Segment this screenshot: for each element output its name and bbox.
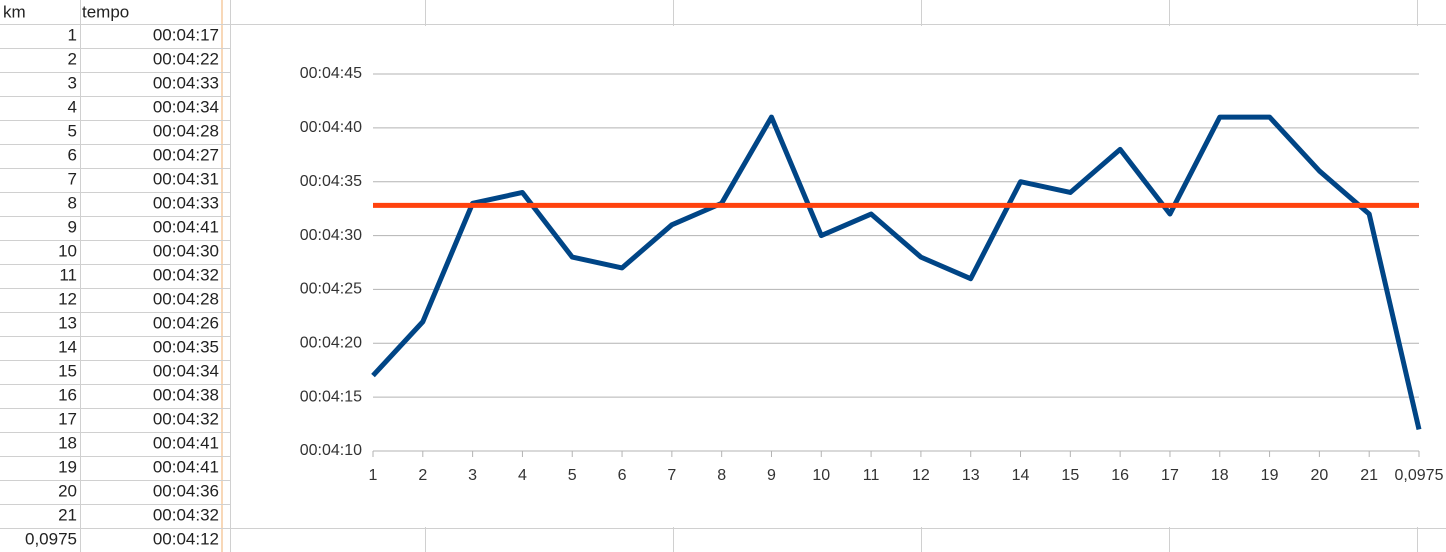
x-tick-label: 11 (863, 467, 880, 484)
cell: 15 (58, 361, 77, 380)
cell: 4 (68, 97, 77, 116)
cell: 6 (68, 145, 77, 164)
chart: 00:04:10 00:04:15 00:04:20 00:04:25 00:04:30… (300, 65, 1444, 484)
x-tick-label: 5 (568, 467, 577, 484)
cell: 00:04:26 (153, 313, 219, 332)
x-tick-label: 7 (667, 467, 676, 484)
cell: 00:04:28 (153, 289, 219, 308)
x-tick-label: 19 (1261, 467, 1279, 484)
cell: 00:04:32 (153, 265, 219, 284)
x-tick-label: 8 (717, 467, 726, 484)
x-tick-label: 9 (767, 467, 776, 484)
cell: 00:04:31 (153, 169, 219, 188)
x-tick-label: 4 (518, 467, 527, 484)
x-tick-label: 6 (618, 467, 627, 484)
cell: 00:04:34 (153, 361, 219, 380)
x-tick-label: 13 (962, 467, 980, 484)
x-tick-label: 10 (812, 467, 830, 484)
y-tick-label: 00:04:40 (300, 119, 362, 136)
cell: 00:04:33 (153, 193, 219, 212)
cell: 20 (58, 481, 77, 500)
chart-area (232, 26, 1446, 527)
x-tick-label: 12 (912, 467, 930, 484)
cell: 13 (58, 313, 77, 332)
cell: 00:04:32 (153, 505, 219, 524)
cell: 00:04:34 (153, 97, 219, 116)
header-cell: km (3, 2, 26, 21)
cell: 18 (58, 433, 77, 452)
cell: 16 (58, 385, 77, 404)
cell: 14 (58, 337, 77, 356)
y-tick-label: 00:04:20 (300, 335, 362, 352)
header-cell: tempo (82, 2, 129, 21)
y-tick-label: 00:04:10 (300, 442, 362, 459)
cell: 5 (68, 121, 77, 140)
y-tick-label: 00:04:45 (300, 65, 362, 82)
series-line (371, 114, 1422, 431)
x-tick-label: 16 (1111, 467, 1129, 484)
x-tick-label: 15 (1061, 467, 1079, 484)
cell: 00:04:17 (153, 25, 219, 44)
table: km tempo 1 00:04:17 2 00:04:22 3 00:04:33 4 00:04… (0, 2, 230, 548)
cell: 9 (68, 217, 77, 236)
x-tick-label: 17 (1161, 467, 1179, 484)
y-tick-label: 00:04:35 (300, 173, 362, 190)
cell: 00:04:12 (153, 529, 219, 548)
x-tick-label: 1 (369, 467, 378, 484)
cell: 00:04:22 (153, 49, 219, 68)
cell: 10 (58, 241, 77, 260)
y-tick-label: 00:04:15 (300, 388, 362, 405)
cell: 00:04:30 (153, 241, 219, 260)
cell: 00:04:35 (153, 337, 219, 356)
cell: 11 (59, 265, 77, 284)
cell: 7 (68, 169, 77, 188)
x-tick-label: 18 (1211, 467, 1229, 484)
cell: 12 (58, 289, 77, 308)
cell: 3 (68, 73, 77, 92)
x-tick-label: 2 (418, 467, 427, 484)
x-tick-label: 0,0975 (1395, 467, 1444, 484)
cell: 00:04:36 (153, 481, 219, 500)
cell: 1 (68, 25, 77, 44)
cell: 00:04:28 (153, 121, 219, 140)
cell: 21 (58, 505, 77, 524)
y-tick-label: 00:04:30 (300, 227, 362, 244)
cell: 8 (68, 193, 77, 212)
x-tick-label: 21 (1360, 467, 1378, 484)
cell: 00:04:32 (153, 409, 219, 428)
cell: 00:04:41 (153, 217, 219, 236)
cell: 17 (58, 409, 77, 428)
cell: 00:04:38 (153, 385, 219, 404)
cell: 00:04:41 (153, 457, 219, 476)
cell: 0,0975 (25, 529, 77, 548)
x-tick-label: 20 (1310, 467, 1328, 484)
cell: 19 (58, 457, 77, 476)
y-tick-label: 00:04:25 (300, 281, 362, 298)
cell: 00:04:33 (153, 73, 219, 92)
x-tick-label: 14 (1012, 467, 1030, 484)
cell: 00:04:41 (153, 433, 219, 452)
cell: 2 (68, 49, 77, 68)
x-tick-label: 3 (468, 467, 477, 484)
cell: 00:04:27 (153, 145, 219, 164)
